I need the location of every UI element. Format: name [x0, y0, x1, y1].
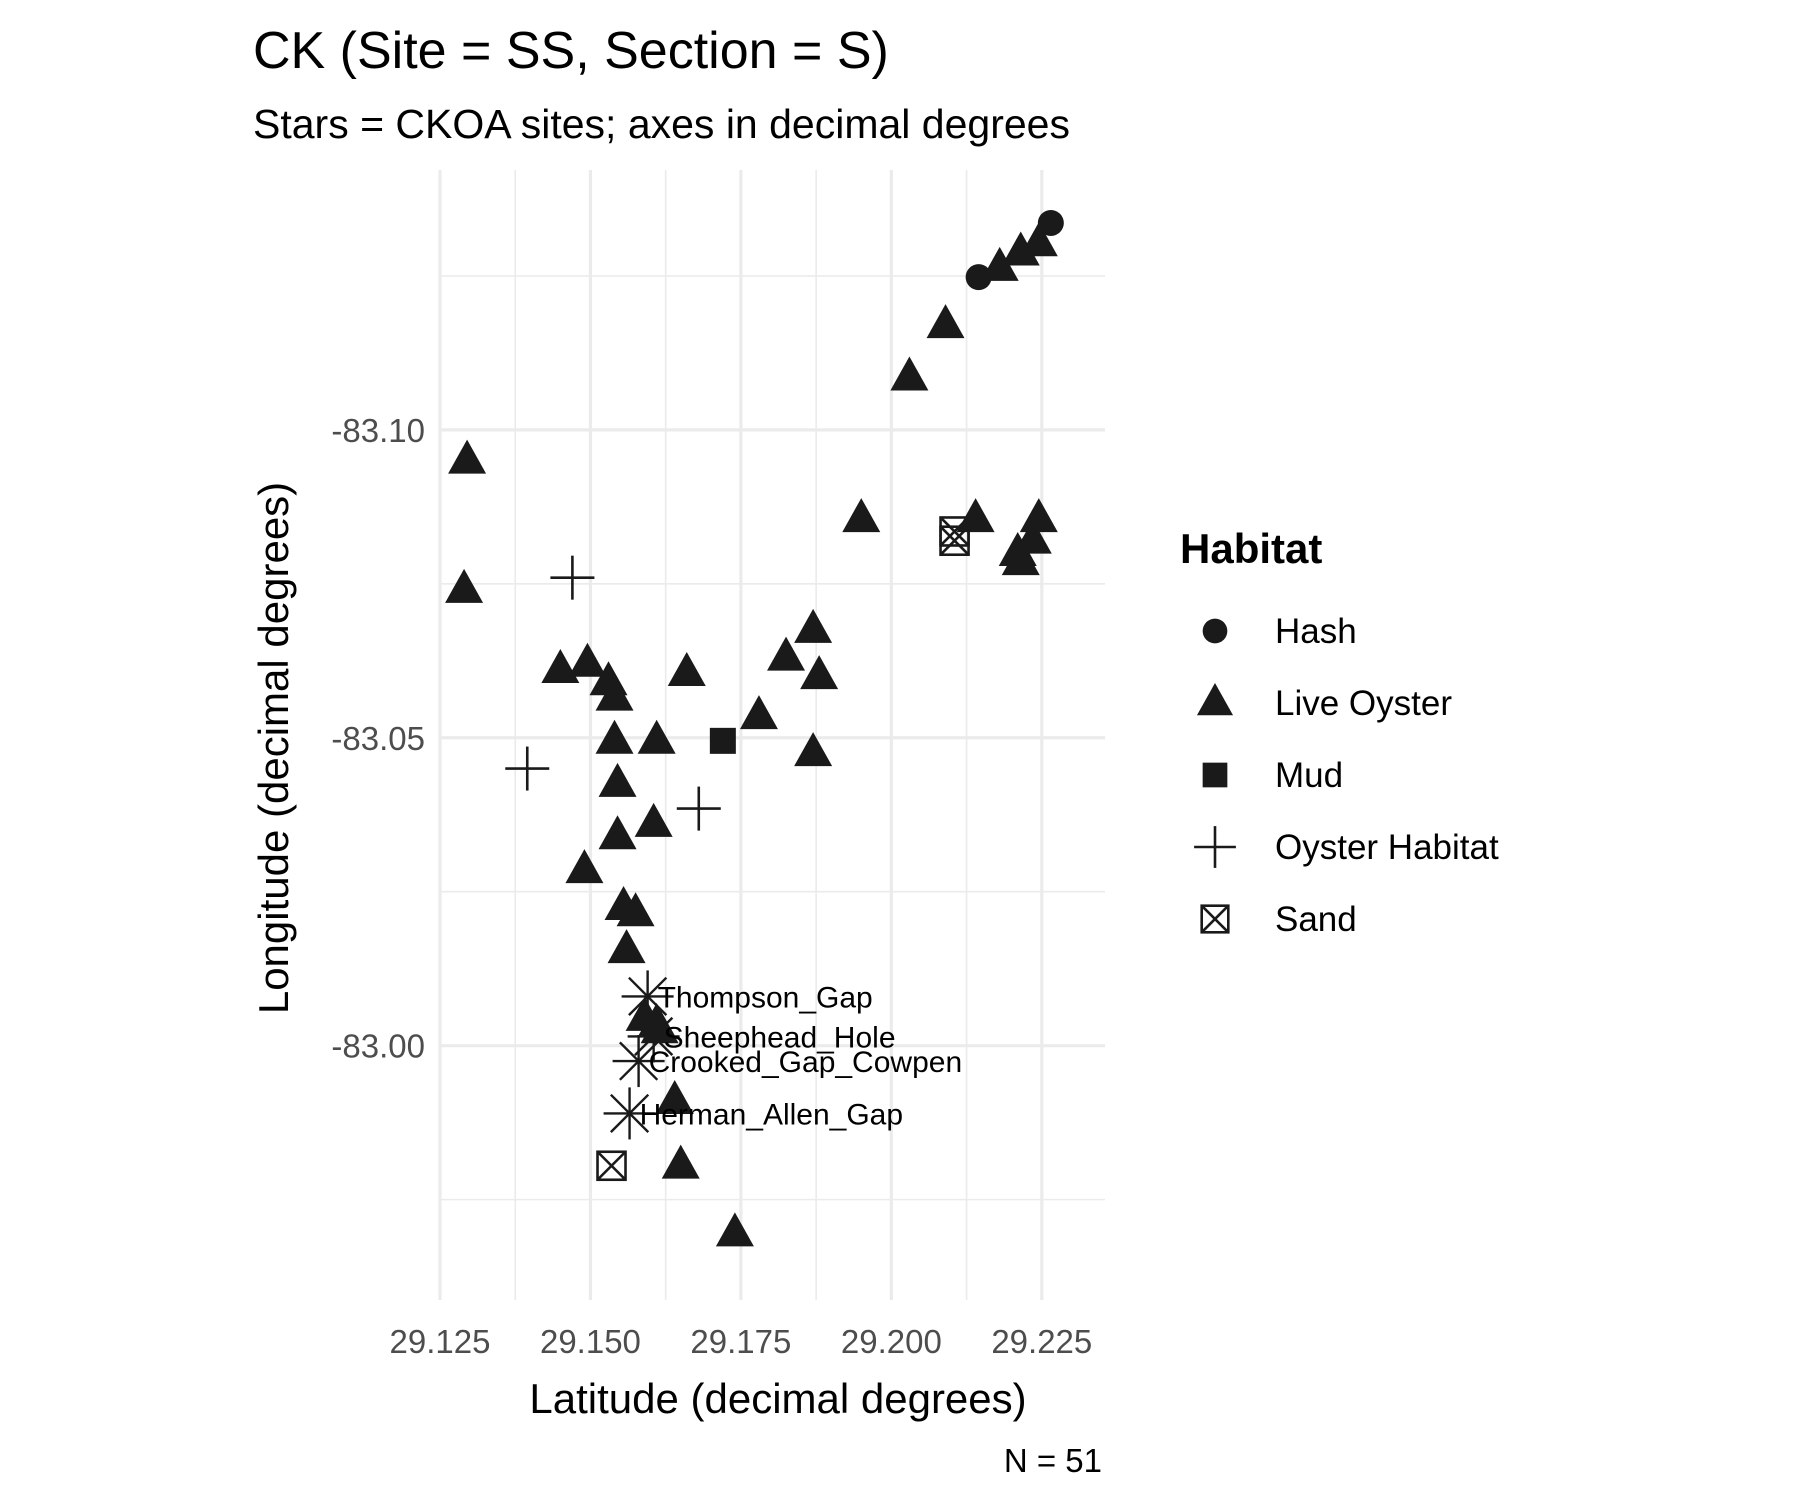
legend-label: Hash — [1275, 612, 1357, 651]
point-live-oyster — [595, 719, 634, 754]
ckoa-site-label: Crooked_Gap_Cowpen — [649, 1046, 963, 1079]
point-live-oyster — [541, 648, 580, 683]
legend-label: Live Oyster — [1275, 684, 1452, 723]
ckoa-site-label: Thompson_Gap — [658, 981, 873, 1014]
caption: N = 51 — [1004, 1442, 1102, 1479]
point-live-oyster — [890, 356, 929, 391]
point-live-oyster — [842, 498, 881, 533]
point-live-oyster — [448, 439, 487, 474]
y-tick-label: -83.00 — [331, 1028, 425, 1065]
point-live-oyster — [800, 655, 839, 690]
ckoa-site-star — [621, 970, 674, 1023]
point-live-oyster — [667, 652, 706, 687]
ckoa-site-label: Herman_Allen_Gap — [640, 1098, 903, 1131]
data-points — [445, 209, 1064, 1247]
point-sand — [596, 1150, 627, 1182]
point-live-oyster — [598, 815, 637, 850]
point-live-oyster — [661, 1144, 700, 1179]
point-live-oyster — [739, 695, 778, 730]
legend-key-oyster-habitat — [1194, 826, 1236, 868]
x-tick-label: 29.150 — [540, 1323, 641, 1360]
point-live-oyster — [640, 1009, 679, 1044]
point-live-oyster — [1019, 498, 1058, 533]
legend-key-hash — [1202, 618, 1228, 644]
y-axis-title: Longitude (decimal degrees) — [250, 482, 297, 1014]
legend-label: Mud — [1275, 756, 1343, 795]
grid — [438, 170, 1105, 1300]
legend-key-sand — [1200, 904, 1230, 934]
x-axis-title: Latitude (decimal degrees) — [529, 1375, 1026, 1422]
x-tick-label: 29.175 — [690, 1323, 791, 1360]
point-live-oyster — [794, 732, 833, 767]
point-oyster-habitat — [676, 786, 721, 831]
chart-subtitle: Stars = CKOA sites; axes in decimal degr… — [253, 101, 1070, 147]
ckoa-sites: Thompson_Gap Sheephead_HoleCrooked_Gap_Co… — [603, 970, 963, 1140]
point-live-oyster — [956, 498, 995, 533]
point-live-oyster — [607, 929, 646, 964]
legend-label: Sand — [1275, 900, 1357, 939]
point-mud — [709, 727, 736, 754]
point-live-oyster — [616, 892, 655, 927]
point-live-oyster — [445, 568, 484, 603]
point-hash — [1037, 209, 1064, 236]
point-live-oyster — [715, 1212, 754, 1247]
point-live-oyster — [926, 304, 965, 339]
legend: Habitat Hash Live Oyster Mud Oyster Habitat… — [1180, 525, 1499, 939]
point-live-oyster — [980, 246, 1019, 281]
legend-label: Oyster Habitat — [1275, 828, 1499, 867]
y-tick-label: -83.05 — [331, 720, 425, 757]
point-live-oyster — [1001, 541, 1040, 576]
legend-title: Habitat — [1180, 525, 1322, 572]
chart-title: CK (Site = SS, Section = S) — [253, 22, 889, 80]
point-oyster-habitat — [505, 746, 550, 791]
point-live-oyster — [634, 802, 673, 837]
x-tick-label: 29.225 — [991, 1323, 1092, 1360]
point-live-oyster — [637, 719, 676, 754]
point-live-oyster — [767, 636, 806, 671]
x-tick-label: 29.125 — [390, 1323, 491, 1360]
ckoa-site-star — [612, 1035, 665, 1088]
ckoa-site-star — [627, 1010, 680, 1063]
point-live-oyster — [595, 676, 634, 711]
point-live-oyster — [1001, 231, 1040, 266]
y-tick-label: -83.10 — [331, 412, 425, 449]
point-oyster-habitat — [550, 555, 595, 600]
point-sand — [939, 525, 970, 557]
tick-labels: 29.125 29.150 29.175 29.200 29.225 -83.10 -83.… — [331, 412, 1092, 1360]
ckoa-site-label: Sheephead_Hole — [664, 1021, 896, 1054]
legend-key-live-oyster — [1196, 682, 1234, 716]
x-tick-label: 29.200 — [841, 1323, 942, 1360]
ckoa-site-star — [603, 1087, 656, 1140]
point-live-oyster — [655, 1080, 694, 1115]
point-live-oyster — [565, 849, 604, 884]
point-live-oyster — [794, 608, 833, 643]
point-hash — [965, 264, 992, 291]
point-live-oyster — [568, 642, 607, 677]
point-live-oyster — [598, 762, 637, 797]
legend-key-mud — [1202, 762, 1228, 788]
